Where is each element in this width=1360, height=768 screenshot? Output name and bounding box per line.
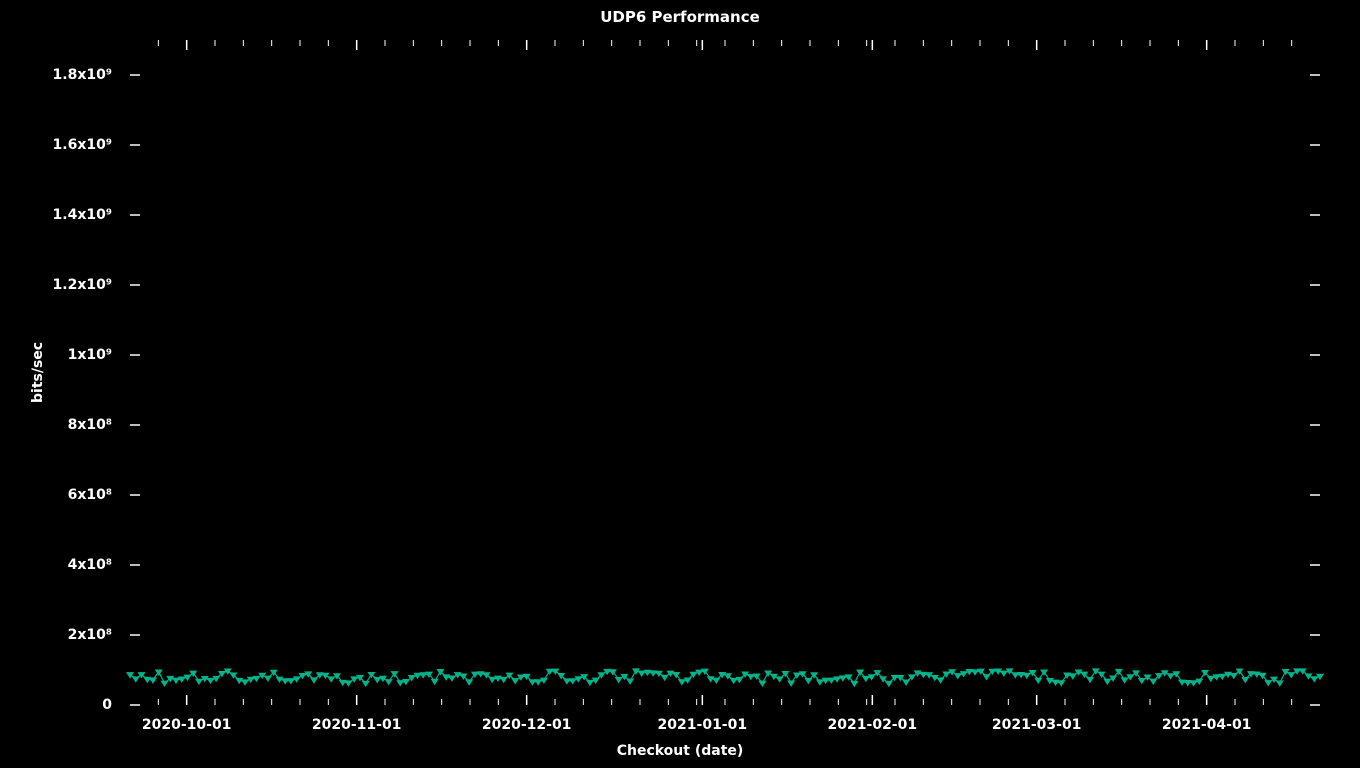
y-tick-label: 2x10⁸: [0, 627, 112, 643]
y-tick-label: 1x10⁹: [0, 347, 112, 363]
y-tick-label: 1.4x10⁹: [0, 207, 112, 223]
x-tick-label: 2020-10-01: [127, 717, 247, 733]
plot-area: [0, 0, 1360, 768]
x-tick-label: 2020-11-01: [297, 717, 417, 733]
x-tick-label: 2020-12-01: [467, 717, 587, 733]
chart-container: UDP6 Performance bits/sec 02x10⁸4x10⁸6x1…: [0, 0, 1360, 768]
x-axis-label: Checkout (date): [0, 743, 1360, 759]
y-tick-label: 1.6x10⁹: [0, 137, 112, 153]
y-tick-label: 4x10⁸: [0, 557, 112, 573]
y-tick-label: 8x10⁸: [0, 417, 112, 433]
x-tick-label: 2021-02-01: [812, 717, 932, 733]
x-tick-label: 2021-01-01: [642, 717, 762, 733]
y-tick-label: 1.2x10⁹: [0, 277, 112, 293]
y-tick-label: 6x10⁸: [0, 487, 112, 503]
y-tick-label: 0: [0, 697, 112, 713]
x-tick-label: 2021-04-01: [1147, 717, 1267, 733]
y-tick-label: 1.8x10⁹: [0, 67, 112, 83]
x-tick-label: 2021-03-01: [977, 717, 1097, 733]
